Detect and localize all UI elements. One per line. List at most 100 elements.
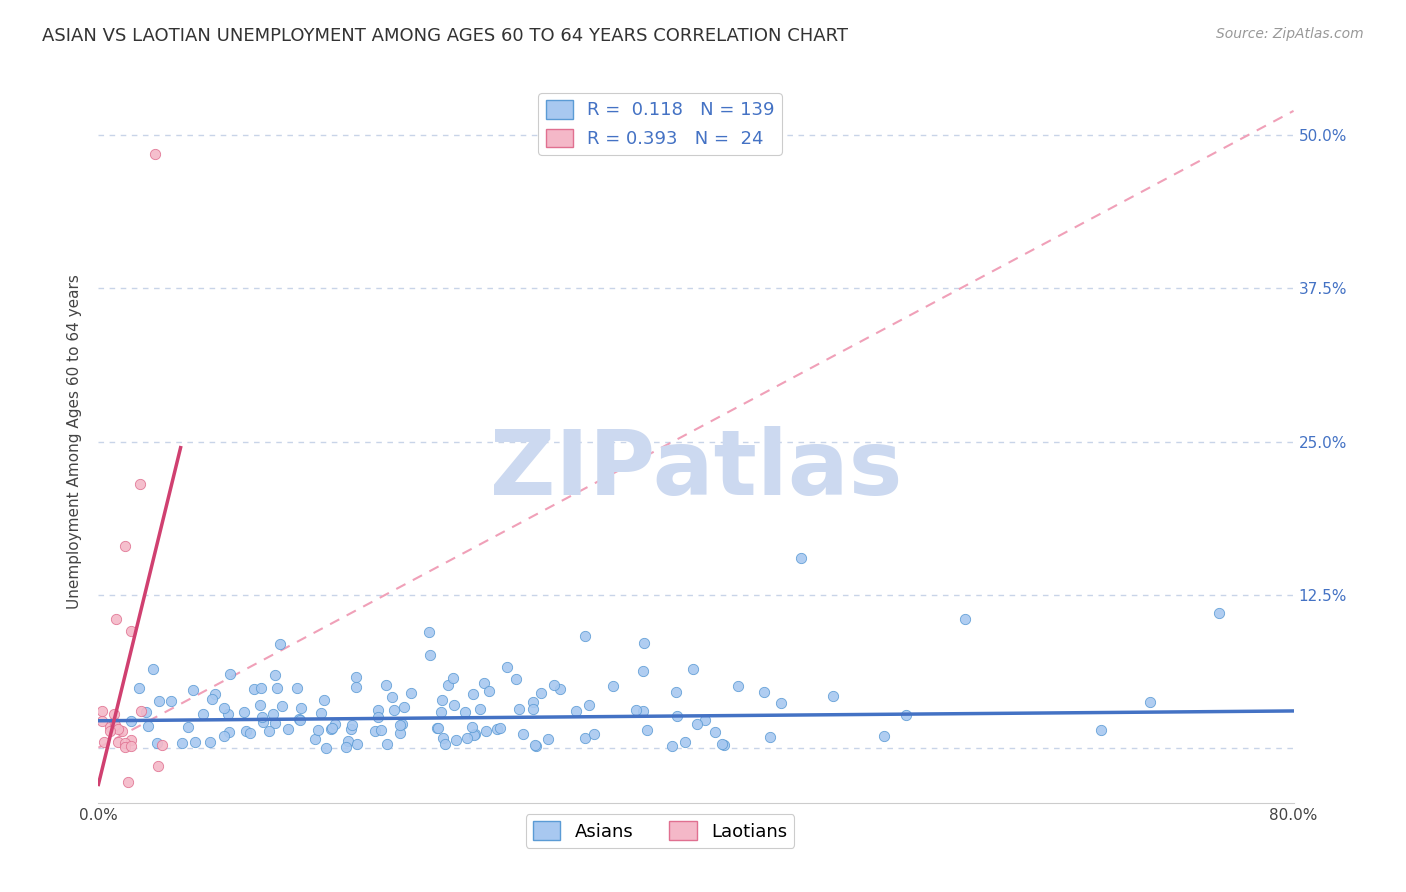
Point bbox=[537, 732, 560, 747]
Point bbox=[93, 735, 115, 749]
Point bbox=[508, 701, 530, 715]
Point bbox=[129, 477, 152, 491]
Point bbox=[789, 550, 811, 565]
Point bbox=[441, 671, 464, 685]
Point bbox=[461, 687, 484, 701]
Point bbox=[120, 733, 142, 747]
Point bbox=[375, 737, 398, 751]
Point bbox=[323, 717, 346, 731]
Point bbox=[665, 709, 688, 723]
Point bbox=[235, 723, 257, 738]
Point bbox=[114, 736, 136, 750]
Point bbox=[148, 759, 170, 773]
Point bbox=[524, 738, 547, 752]
Point bbox=[309, 706, 332, 721]
Point bbox=[107, 722, 129, 736]
Point bbox=[574, 731, 596, 745]
Point bbox=[177, 720, 200, 734]
Point bbox=[443, 698, 465, 712]
Point bbox=[340, 718, 363, 732]
Point bbox=[896, 707, 918, 722]
Point bbox=[135, 705, 157, 719]
Point bbox=[107, 735, 129, 749]
Point bbox=[522, 695, 544, 709]
Point bbox=[382, 703, 405, 717]
Point bbox=[252, 714, 274, 729]
Point bbox=[98, 723, 121, 738]
Point bbox=[114, 739, 136, 754]
Point bbox=[432, 731, 454, 746]
Point bbox=[120, 714, 142, 728]
Point bbox=[103, 706, 125, 721]
Point bbox=[394, 700, 416, 714]
Point bbox=[1139, 695, 1161, 709]
Point bbox=[142, 662, 165, 676]
Point bbox=[565, 704, 588, 718]
Point bbox=[401, 686, 423, 700]
Point bbox=[214, 729, 236, 743]
Point bbox=[263, 715, 285, 730]
Legend: Asians, Laotians: Asians, Laotians bbox=[526, 814, 794, 848]
Point bbox=[120, 624, 142, 639]
Point bbox=[873, 729, 896, 743]
Point bbox=[375, 678, 398, 692]
Point bbox=[263, 667, 285, 681]
Point bbox=[430, 692, 453, 706]
Point bbox=[212, 701, 235, 715]
Point bbox=[181, 682, 204, 697]
Point bbox=[91, 704, 114, 718]
Point bbox=[548, 682, 571, 697]
Point bbox=[250, 681, 273, 695]
Point bbox=[1386, 631, 1406, 645]
Point bbox=[583, 727, 606, 741]
Text: ASIAN VS LAOTIAN UNEMPLOYMENT AMONG AGES 60 TO 64 YEARS CORRELATION CHART: ASIAN VS LAOTIAN UNEMPLOYMENT AMONG AGES… bbox=[42, 27, 848, 45]
Point bbox=[381, 690, 404, 704]
Point bbox=[636, 723, 658, 738]
Point bbox=[90, 714, 112, 728]
Point bbox=[184, 735, 207, 749]
Point bbox=[759, 730, 782, 744]
Point bbox=[444, 733, 467, 747]
Point bbox=[526, 739, 548, 753]
Point bbox=[461, 720, 484, 734]
Point bbox=[337, 733, 360, 747]
Point bbox=[1090, 723, 1112, 737]
Point bbox=[769, 696, 792, 710]
Point bbox=[543, 678, 565, 692]
Point bbox=[434, 737, 457, 751]
Point bbox=[624, 703, 647, 717]
Point bbox=[339, 722, 361, 736]
Point bbox=[143, 146, 166, 161]
Point bbox=[686, 717, 709, 731]
Point bbox=[682, 662, 704, 676]
Point bbox=[367, 710, 389, 724]
Point bbox=[370, 723, 392, 737]
Point bbox=[201, 692, 224, 706]
Point bbox=[727, 679, 749, 693]
Point bbox=[250, 709, 273, 723]
Point bbox=[574, 629, 596, 643]
Point bbox=[426, 721, 449, 735]
Point bbox=[367, 703, 389, 717]
Point bbox=[631, 664, 654, 678]
Point bbox=[269, 637, 291, 651]
Point bbox=[522, 702, 544, 716]
Point bbox=[388, 717, 411, 731]
Point bbox=[277, 723, 299, 737]
Point bbox=[307, 723, 329, 737]
Point bbox=[673, 735, 696, 749]
Point bbox=[472, 676, 495, 690]
Point bbox=[344, 680, 367, 694]
Point bbox=[290, 713, 312, 727]
Point bbox=[304, 732, 326, 747]
Point bbox=[418, 624, 440, 639]
Point bbox=[103, 715, 125, 730]
Point bbox=[160, 694, 183, 708]
Point bbox=[344, 670, 367, 684]
Point bbox=[271, 699, 294, 714]
Point bbox=[105, 612, 128, 626]
Point bbox=[823, 689, 845, 703]
Point bbox=[335, 739, 357, 754]
Point bbox=[496, 660, 519, 674]
Point bbox=[463, 728, 485, 742]
